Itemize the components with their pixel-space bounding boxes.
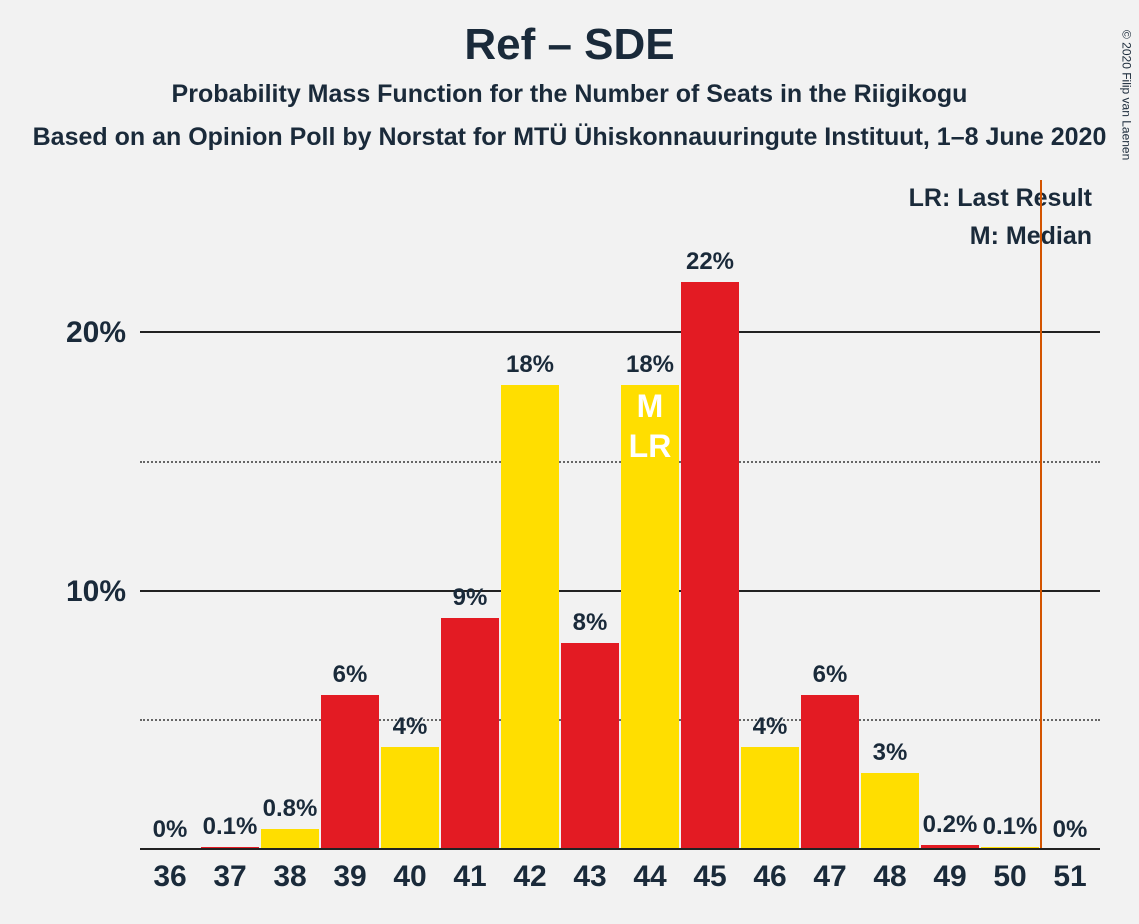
bar [441,618,499,851]
copyright-text: © 2020 Filip van Laenen [1119,30,1133,160]
x-axis-label: 41 [440,860,500,894]
bar-value-label: 0.2% [920,811,980,839]
x-axis-label: 46 [740,860,800,894]
x-axis-label: 50 [980,860,1040,894]
majority-line [1040,180,1042,850]
y-axis-label: 20% [66,316,126,350]
x-axis-label: 36 [140,860,200,894]
bar [861,773,919,851]
x-axis-label: 44 [620,860,680,894]
bar-value-label: 22% [680,248,740,276]
bars-container: 0%0.1%0.8%6%4%9%18%8%MLR18%22%4%6%3%0.2%… [140,230,1100,850]
bar-value-label: 9% [440,584,500,612]
x-axis-label: 49 [920,860,980,894]
bar-value-label: 0.8% [260,795,320,823]
bar-value-label: 18% [500,351,560,379]
bar-value-label: 4% [740,713,800,741]
plot-inner: 10%20%0%0.1%0.8%6%4%9%18%8%MLR18%22%4%6%… [140,230,1100,850]
x-axis-label: 45 [680,860,740,894]
median-annotation: M [621,388,679,425]
bar-value-label: 8% [560,609,620,637]
bar-value-label: 0% [1040,816,1100,844]
bar-value-label: 6% [320,661,380,689]
chart-subtitle2: Based on an Opinion Poll by Norstat for … [0,123,1139,152]
bar-value-label: 3% [860,739,920,767]
baseline [140,848,1100,850]
x-axis-label: 40 [380,860,440,894]
chart-subtitle: Probability Mass Function for the Number… [0,80,1139,109]
chart-title: Ref – SDE [0,20,1139,70]
chart-page: © 2020 Filip van Laenen Ref – SDE Probab… [0,20,1139,924]
bar [261,829,319,850]
bar [561,643,619,850]
bar-value-label: 0% [140,816,200,844]
bar-value-label: 18% [620,351,680,379]
bar [501,385,559,850]
bar [681,282,739,850]
y-axis-label: 10% [66,575,126,609]
bar [801,695,859,850]
legend-lr: LR: Last Result [909,180,1092,218]
bar-value-label: 6% [800,661,860,689]
bar-value-label: 4% [380,713,440,741]
bar [741,747,799,850]
last-result-annotation: LR [621,428,679,465]
plot-area: LR: Last Result M: Median 10%20%0%0.1%0.… [140,230,1100,850]
x-axis-label: 51 [1040,860,1100,894]
bar [321,695,379,850]
x-axis-label: 38 [260,860,320,894]
x-axis-label: 42 [500,860,560,894]
bar-value-label: 0.1% [200,813,260,841]
bar [381,747,439,850]
x-axis-label: 39 [320,860,380,894]
bar-value-label: 0.1% [980,813,1040,841]
x-axis-label: 47 [800,860,860,894]
x-axis-label: 37 [200,860,260,894]
x-axis-label: 48 [860,860,920,894]
titles: Ref – SDE Probability Mass Function for … [0,20,1139,152]
x-axis-label: 43 [560,860,620,894]
bar: MLR [621,385,679,850]
